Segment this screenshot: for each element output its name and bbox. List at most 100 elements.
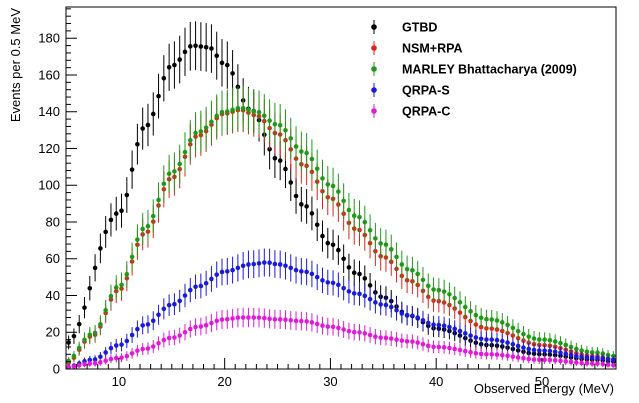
data-point [283,263,288,269]
data-point [251,109,257,114]
data-point [452,326,458,332]
data-point [388,336,394,341]
data-point [309,156,315,162]
legend-marker [371,66,377,72]
data-point [124,338,130,344]
data-point [235,106,241,111]
legend-label: NSM+RPA [402,42,463,56]
data-point [214,272,220,277]
data-point [288,265,294,271]
data-point [172,335,177,340]
series-qrpa-s [66,248,616,370]
data-point [510,354,516,359]
data-point [224,62,230,68]
data-point [499,338,505,344]
data-point [378,302,383,307]
data-point [351,213,357,219]
data-point [293,193,299,199]
data-point [320,176,325,181]
data-point [383,335,389,341]
data-point [193,43,198,49]
x-tick-label: 10 [112,374,126,389]
legend-item: GTBD [371,20,437,35]
data-point [145,322,151,327]
data-point [367,283,373,288]
data-point [140,226,145,232]
data-point [510,325,516,331]
data-point [373,236,378,241]
data-point [441,345,447,350]
data-point [362,331,368,336]
data-point [156,340,161,346]
data-point [589,350,595,355]
data-point [399,338,405,343]
data-point [299,269,304,274]
data-point [124,192,130,198]
data-point [129,332,135,338]
data-point [177,57,183,62]
data-point [600,351,606,356]
data-point [584,349,590,355]
data-point [108,293,114,299]
data-point [113,285,119,290]
data-point [441,289,447,294]
data-point [515,343,521,349]
data-point [468,309,473,314]
data-point [537,348,542,353]
y-tick-label: 0 [53,362,60,377]
data-point [209,320,214,326]
data-point [494,337,500,343]
data-point [203,280,209,286]
data-point [283,166,288,172]
data-point [156,197,161,203]
data-point [394,337,399,342]
y-tick-label: 20 [46,325,60,340]
data-point [166,171,172,177]
data-point [98,321,103,327]
data-point [92,265,98,271]
data-point [336,189,341,194]
data-point [82,337,87,343]
data-point [341,285,346,291]
data-point [436,322,442,328]
data-point [246,315,251,320]
data-point [431,344,436,350]
data-point [135,348,140,353]
data-point [267,260,272,265]
data-point [330,280,336,286]
data-point [246,107,251,113]
data-point [224,109,230,114]
data-point [394,307,399,313]
data-point [574,353,579,359]
data-point [579,348,584,353]
data-point [373,334,378,339]
data-point [457,300,463,305]
data-point [304,319,309,324]
y-tick-label: 120 [38,141,60,156]
data-point [135,326,140,332]
data-point [71,333,77,339]
data-point [129,167,135,172]
data-point [103,229,108,235]
data-point [415,315,420,320]
data-point [224,269,230,274]
data-point [478,315,484,321]
data-point [563,351,569,357]
data-point [214,318,220,324]
data-point [346,265,352,270]
data-point [473,312,479,318]
data-point [135,141,140,147]
data-point [394,254,399,260]
data-point [124,271,130,277]
x-axis-label: Observed Energy (MeV) [474,381,614,396]
data-point [547,357,553,363]
data-point [431,287,436,292]
data-point [563,342,569,348]
data-point [209,46,214,51]
data-point [82,305,87,310]
data-point [224,316,230,322]
data-point [436,344,442,350]
data-point [436,287,442,293]
data-point [187,137,193,143]
